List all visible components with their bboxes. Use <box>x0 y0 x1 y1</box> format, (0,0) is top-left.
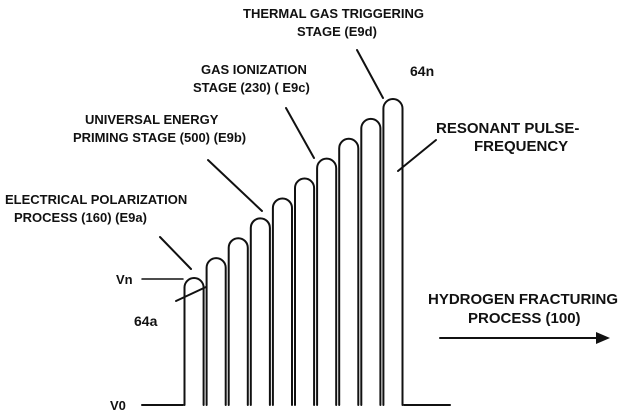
pulse-9 <box>360 117 382 406</box>
thermal-gas-line1: THERMAL GAS TRIGGERING <box>243 6 424 21</box>
universal-energy-line2: PRIMING STAGE (500) (E9b) <box>73 130 246 145</box>
pulse-3 <box>227 237 249 406</box>
pulse-6 <box>294 177 316 406</box>
pulse-4 <box>249 217 271 406</box>
vn-label: Vn <box>116 272 133 287</box>
pulse-1 <box>183 277 205 406</box>
pulse-first-label: 64a <box>134 313 158 329</box>
gas-ionization-line1: GAS IONIZATION <box>201 62 307 77</box>
v0-label: V0 <box>110 398 126 413</box>
pointer-gas-ionization <box>285 107 315 159</box>
pulse-train <box>183 98 404 406</box>
pulse-8 <box>338 137 360 406</box>
electrical-polarization-line2: PROCESS (160) (E9a) <box>14 210 147 225</box>
thermal-gas-line2: STAGE (E9d) <box>297 24 377 39</box>
resonant-line2: FREQUENCY <box>474 138 568 155</box>
arrow-head-icon <box>596 332 610 344</box>
hydrogen-line2: PROCESS (100) <box>468 310 581 327</box>
pointer-universal-energy <box>207 159 263 212</box>
gas-ionization-line2: STAGE (230) ( E9c) <box>193 80 310 95</box>
pulse-7 <box>316 157 338 406</box>
pulse-2 <box>205 257 227 406</box>
pointer-thermal-gas <box>356 49 384 99</box>
pointer-64a <box>175 286 207 302</box>
pulse-10 <box>382 98 404 406</box>
electrical-polarization-line1: ELECTRICAL POLARIZATION <box>5 192 187 207</box>
pointer-electrical-polarization <box>159 236 192 270</box>
hydrogen-line1: HYDROGEN FRACTURING <box>428 291 618 308</box>
universal-energy-line1: UNIVERSAL ENERGY <box>85 112 219 127</box>
resonant-line1: RESONANT PULSE- <box>436 120 579 137</box>
pulse-last-label: 64n <box>410 63 434 79</box>
pointer-resonant <box>397 139 437 172</box>
pulse-5 <box>271 197 293 406</box>
